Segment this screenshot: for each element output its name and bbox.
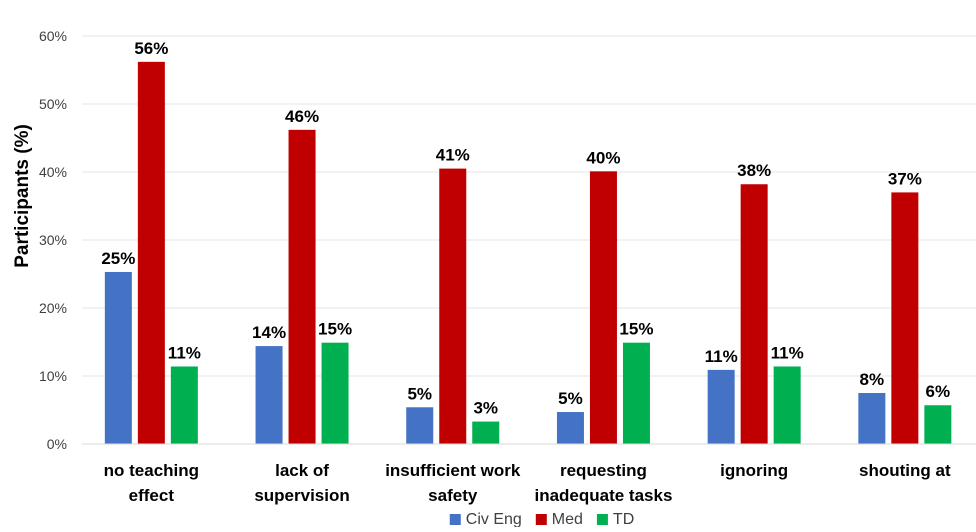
data-label: 8%	[860, 370, 885, 389]
bar-civ-eng	[104, 271, 132, 444]
data-label: 6%	[926, 382, 951, 401]
category-label: supervision	[254, 486, 349, 505]
bar-med	[137, 61, 165, 445]
bar-td	[472, 421, 500, 444]
category-label: lack of	[275, 461, 329, 480]
category-label: effect	[129, 486, 175, 505]
data-label: 56%	[134, 39, 168, 58]
data-label: 11%	[168, 343, 201, 362]
bar-med	[740, 184, 768, 445]
bar-med	[439, 168, 467, 444]
data-label: 38%	[737, 161, 771, 180]
y-tick-label: 10%	[39, 368, 67, 384]
legend-label: Civ Eng	[466, 511, 522, 527]
y-tick-label: 40%	[39, 164, 67, 180]
legend-item: Med	[535, 511, 583, 528]
bar-td	[622, 342, 650, 444]
bar-civ-eng	[255, 346, 283, 444]
y-tick-label: 20%	[39, 300, 67, 316]
data-label: 46%	[285, 107, 319, 126]
data-labels: 25% 56% 11% 14% 46% 15% 5% 41% 3% 5% 40% 15% 11% 38% 1…	[101, 39, 950, 418]
bar-td	[170, 366, 198, 444]
bar-med	[891, 192, 919, 444]
data-label: 5%	[558, 389, 583, 408]
data-label: 15%	[318, 320, 352, 339]
legend-label: Med	[552, 511, 583, 527]
data-label: 11%	[771, 343, 804, 362]
data-label: 25%	[101, 249, 135, 268]
category-label: safety	[428, 486, 478, 505]
bar-civ-eng	[858, 393, 886, 444]
data-label: 14%	[252, 323, 286, 342]
data-label: 5%	[407, 384, 432, 403]
gridlines	[82, 35, 976, 377]
category-label: insufficient work	[385, 461, 521, 480]
bars	[104, 61, 952, 445]
category-label: requesting	[560, 461, 647, 480]
legend-swatch	[449, 514, 461, 525]
category-label: ignoring	[720, 461, 788, 480]
data-label: 3%	[473, 399, 498, 418]
category-label: inadequate tasks	[534, 486, 672, 505]
y-axis-title: Participants (%)	[12, 124, 33, 268]
bar-td	[773, 366, 801, 444]
data-label: 40%	[586, 148, 620, 167]
y-tick-label: 30%	[39, 232, 67, 248]
y-axis-ticks: 0% 10% 20% 30% 40% 50% 60%	[39, 28, 67, 452]
legend-swatch	[596, 514, 608, 525]
bar-td	[924, 405, 952, 444]
legend: Civ Eng Med TD	[449, 511, 634, 528]
bar-civ-eng	[707, 369, 735, 444]
legend-item: Civ Eng	[449, 511, 522, 528]
data-label: 37%	[888, 169, 922, 188]
legend-swatch	[535, 514, 547, 525]
category-labels: no teaching effect lack of supervision insuf…	[104, 461, 951, 505]
bar-civ-eng	[556, 412, 584, 444]
data-label: 11%	[705, 347, 738, 366]
bar-med	[288, 129, 316, 444]
bar-td	[321, 342, 349, 444]
category-label: shouting at	[859, 461, 951, 480]
legend-item: TD	[596, 511, 634, 528]
category-label: no teaching	[104, 461, 199, 480]
bar-med	[589, 171, 617, 444]
data-label: 41%	[436, 146, 470, 165]
legend-label: TD	[613, 511, 634, 527]
data-label: 15%	[619, 320, 653, 339]
y-tick-label: 0%	[47, 436, 67, 452]
y-tick-label: 60%	[39, 28, 67, 44]
bar-civ-eng	[406, 407, 434, 444]
y-tick-label: 50%	[39, 96, 67, 112]
